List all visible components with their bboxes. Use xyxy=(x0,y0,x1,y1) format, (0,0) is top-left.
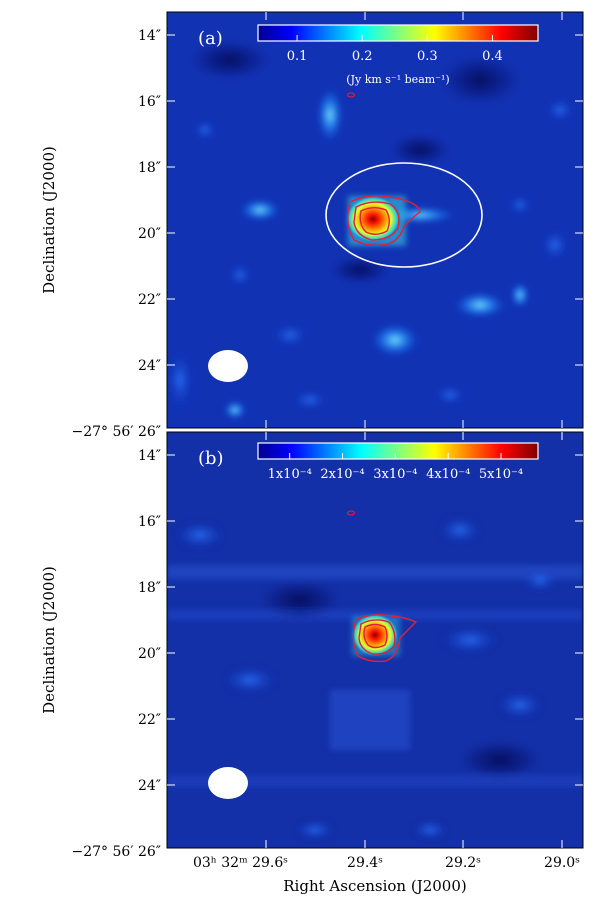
y-tick-label: 18″ xyxy=(138,580,161,596)
noise-blob xyxy=(390,134,450,166)
y-tick-label: 18″ xyxy=(138,160,161,176)
contours xyxy=(346,92,421,247)
colorbar-unit-label: (Jy km s⁻¹ beam⁻¹) xyxy=(346,73,449,86)
colorbar-tick-label: 5x10⁻⁴ xyxy=(479,467,523,482)
noise-blob xyxy=(440,626,500,654)
noise-band xyxy=(330,690,410,750)
contour-level xyxy=(363,623,388,649)
y-axis-title-b: Declination (J2000) xyxy=(40,566,58,714)
y-tick-label: 22″ xyxy=(138,292,161,308)
noise-blob xyxy=(452,291,508,319)
panel-a: (a) 0.1 0.2 0.3 0.4 (Jy km s⁻¹ beam⁻¹) 14″1… xyxy=(72,11,584,440)
x-tick-label: 29.0ˢ xyxy=(544,855,580,871)
y-tick-label: 22″ xyxy=(138,712,161,728)
noise-blob xyxy=(193,120,217,140)
colorbar-a-gradient xyxy=(257,24,539,42)
colorbar-b-gradient xyxy=(257,442,539,460)
y-tick-label: 16″ xyxy=(138,514,161,530)
noise-blob xyxy=(510,281,530,309)
noise-blob xyxy=(434,385,466,405)
colorbar-tick-label: 0.1 xyxy=(287,49,308,64)
panel-a-noise xyxy=(167,40,574,420)
y-tick-label: 20″ xyxy=(138,226,161,242)
panel-b-x-axis: 03ʰ 32ᵐ 29.6ˢ 29.4ˢ 29.2ˢ 29.0ˢ xyxy=(193,432,580,871)
noise-blob xyxy=(496,691,544,719)
contour-level xyxy=(352,613,418,663)
noise-blob xyxy=(228,263,252,287)
x-tick-label: 29.4ˢ xyxy=(347,855,383,871)
noise-blob xyxy=(369,322,421,358)
noise-blob xyxy=(438,516,482,544)
panel-b-noise xyxy=(167,516,583,840)
colorbar-tick-label: 0.4 xyxy=(482,49,503,64)
y-tick-label: 14″ xyxy=(138,28,161,44)
noise-blob xyxy=(546,98,574,122)
panel-b-frame xyxy=(166,431,584,849)
beam-ellipse xyxy=(208,350,248,382)
noise-blob xyxy=(292,390,328,410)
aperture-ellipse xyxy=(325,162,483,268)
noise-blob xyxy=(440,55,520,105)
noise-blob xyxy=(167,350,194,410)
y-tick-label: 24″ xyxy=(138,778,161,794)
y-tick-label: 14″ xyxy=(138,448,161,464)
y-tick-label: −27° 56′ 26″ xyxy=(72,844,161,860)
noise-blob xyxy=(223,400,247,420)
colorbar-tick-label: 4x10⁻⁴ xyxy=(426,467,470,482)
y-tick-label: 20″ xyxy=(138,646,161,662)
colorbar-tick-label: 0.3 xyxy=(417,49,438,64)
noise-blob xyxy=(522,568,558,592)
contour-level xyxy=(346,92,356,98)
colorbar-tick-label: 3x10⁻⁴ xyxy=(373,467,417,482)
panel-label: (b) xyxy=(198,448,224,469)
noise-band xyxy=(167,565,583,579)
x-axis-title: Right Ascension (J2000) xyxy=(283,877,466,895)
y-tick-label: 16″ xyxy=(138,94,161,110)
noise-blob xyxy=(316,85,344,145)
colorbar-a: 0.1 0.2 0.3 0.4 (Jy km s⁻¹ beam⁻¹) xyxy=(257,24,539,86)
panel-label: (a) xyxy=(198,28,223,49)
noise-blob xyxy=(238,198,282,222)
x-tick-label: 03ʰ 32ᵐ 29.6ˢ xyxy=(193,855,288,871)
beam-ellipse xyxy=(208,767,248,799)
panel-a-frame xyxy=(166,11,584,429)
noise-blob xyxy=(541,229,569,261)
contour-level xyxy=(346,510,356,516)
contour-level xyxy=(358,619,396,655)
y-tick-label: 24″ xyxy=(138,358,161,374)
colorbar-tick-label: 1x10⁻⁴ xyxy=(268,467,312,482)
y-tick-label: −27° 56′ 26″ xyxy=(72,424,161,440)
contour-level xyxy=(359,207,390,235)
colorbar-a-ticks: 0.1 0.2 0.3 0.4 xyxy=(287,35,503,64)
noise-blob xyxy=(412,820,448,840)
noise-blob xyxy=(508,195,532,215)
noise-blob xyxy=(330,256,390,284)
contour-level xyxy=(347,195,421,247)
noise-blob xyxy=(190,40,270,80)
source-hotspot xyxy=(351,613,399,657)
noise-blob xyxy=(460,740,540,780)
contour-level xyxy=(353,201,400,241)
noise-blob xyxy=(260,580,340,620)
x-tick-label: 29.2ˢ xyxy=(445,855,481,871)
y-axis-title-a: Declination (J2000) xyxy=(40,146,58,294)
colorbar-b-ticks: 1x10⁻⁴ 2x10⁻⁴ 3x10⁻⁴ 4x10⁻⁴ 5x10⁻⁴ xyxy=(268,453,523,482)
panel-b-y-axis: 14″ 16″ 18″ 20″ 22″ 24″ −27° 56′ 26″ xyxy=(72,448,583,860)
panel-b: (b) 1x10⁻⁴ 2x10⁻⁴ 3x10⁻⁴ 4x10⁻⁴ 5x10⁻⁴ 14″ 16… xyxy=(72,431,584,871)
noise-band xyxy=(167,775,583,787)
noise-blob xyxy=(174,521,226,549)
noise-blob xyxy=(222,666,278,694)
panel-a-y-axis: 14″ 16″ 18″ 20″ 22″ 24″ −27° 56′ 26″ xyxy=(72,12,583,440)
colorbar-tick-label: 2x10⁻⁴ xyxy=(320,467,364,482)
colorbar-tick-label: 0.2 xyxy=(352,49,373,64)
colorbar-b: 1x10⁻⁴ 2x10⁻⁴ 3x10⁻⁴ 4x10⁻⁴ 5x10⁻⁴ xyxy=(257,442,539,482)
noise-blob xyxy=(295,820,335,840)
noise-blob xyxy=(272,323,308,347)
contours xyxy=(346,510,418,663)
